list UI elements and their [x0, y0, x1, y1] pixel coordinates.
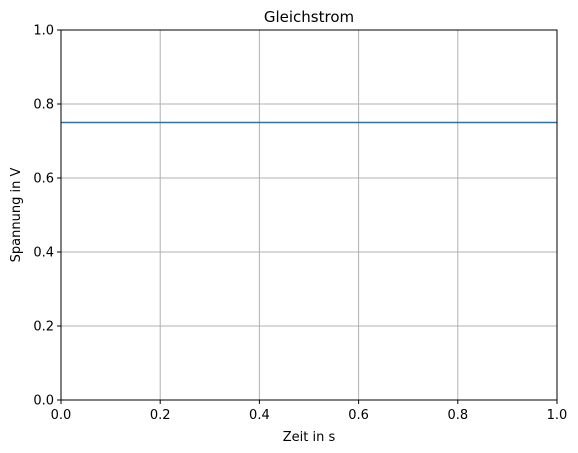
y-tick-label: 0.6 — [33, 172, 54, 187]
chart-title: Gleichstrom — [264, 8, 354, 26]
x-axis-label: Zeit in s — [283, 430, 336, 445]
plot-frame — [60, 29, 558, 401]
x-tick-label: 0.4 — [249, 408, 270, 423]
x-tick-label: 1.0 — [547, 408, 568, 423]
y-tick-label: 1.0 — [33, 24, 54, 39]
y-tick-label: 0.8 — [33, 98, 54, 113]
x-tick-label: 0.6 — [348, 408, 369, 423]
y-tick-label: 0.2 — [33, 320, 54, 335]
x-tick-label: 0.8 — [447, 408, 468, 423]
x-tick-label: 0.2 — [150, 408, 171, 423]
x-tick-label: 0.0 — [51, 408, 72, 423]
y-axis-label: Spannung in V — [9, 168, 24, 263]
y-tick-label: 0.0 — [33, 394, 54, 409]
y-tick-label: 0.4 — [33, 246, 54, 261]
ticks-layer: 0.0 0.2 0.4 0.6 0.8 1.0 0.0 0.2 0.4 0.6 0.8 1.0 — [33, 24, 567, 424]
